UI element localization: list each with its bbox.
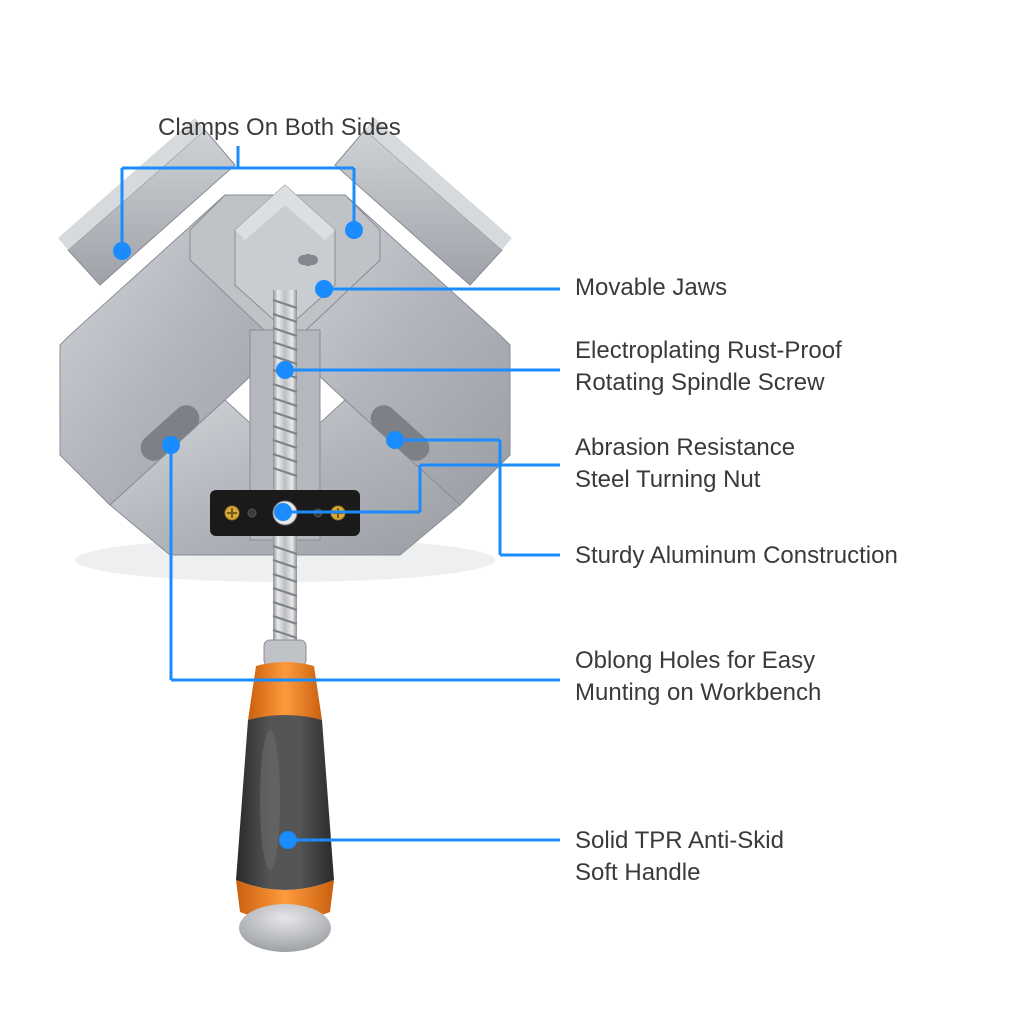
- product-illustration: [0, 0, 1024, 1024]
- label-spindle-screw: Electroplating Rust-Proof Rotating Spind…: [575, 335, 842, 400]
- label-aluminum-construction: Sturdy Aluminum Construction: [575, 540, 898, 572]
- callout-dot: [113, 242, 131, 260]
- callout-dot: [276, 361, 294, 379]
- callout-dot: [279, 831, 297, 849]
- label-oblong-holes: Oblong Holes for Easy Munting on Workben…: [575, 645, 821, 710]
- label-turning-nut: Abrasion Resistance Steel Turning Nut: [575, 432, 795, 497]
- callout-dot: [274, 503, 292, 521]
- callout-dot: [315, 280, 333, 298]
- label-soft-handle: Solid TPR Anti-Skid Soft Handle: [575, 825, 784, 890]
- label-movable-jaws: Movable Jaws: [575, 272, 727, 304]
- label-clamps-both-sides: Clamps On Both Sides: [158, 112, 401, 144]
- callout-dot: [162, 436, 180, 454]
- callout-dot: [345, 221, 363, 239]
- callout-dot: [386, 431, 404, 449]
